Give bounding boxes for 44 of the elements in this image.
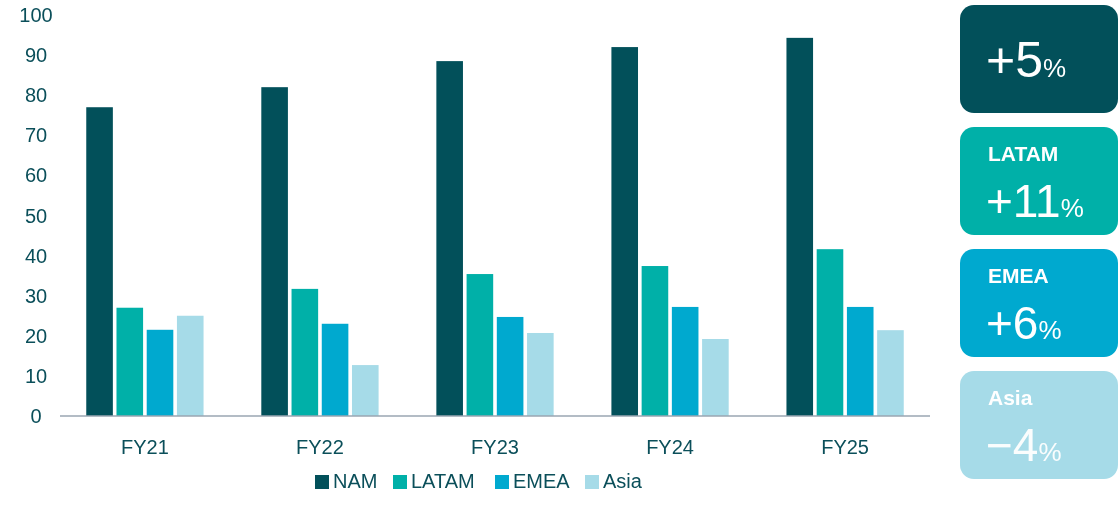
y-tick-label: 100 <box>19 4 53 26</box>
x-tick-label: FY24 <box>646 436 694 458</box>
bar <box>846 306 874 416</box>
bar <box>176 315 204 416</box>
bar <box>86 107 113 416</box>
bar <box>702 339 729 416</box>
legend-label: NAM <box>333 470 378 492</box>
bar <box>671 306 699 416</box>
x-tick-label: FY21 <box>120 436 169 458</box>
y-tick-label: 30 <box>24 284 48 307</box>
y-tick-label: 10 <box>24 364 48 387</box>
y-tick-label: 0 <box>30 405 42 427</box>
legend-label: LATAM <box>411 470 475 492</box>
bar <box>611 47 639 416</box>
y-tick-label: 90 <box>24 44 48 67</box>
bar <box>466 274 494 416</box>
text: Asia −4% <box>986 386 1062 471</box>
bar <box>321 323 349 416</box>
y-tick-label: 20 <box>24 324 48 347</box>
y-tick-label: 60 <box>24 164 48 187</box>
bar <box>261 87 288 416</box>
bar <box>527 332 554 416</box>
text: LATAM +11% <box>986 142 1084 227</box>
bar <box>436 61 463 416</box>
y-tick-label: 40 <box>24 244 48 267</box>
bar <box>351 365 379 416</box>
bar <box>641 266 669 416</box>
bar <box>116 307 144 416</box>
bar <box>496 316 524 416</box>
bar <box>291 288 319 416</box>
bar <box>146 329 174 416</box>
y-tick-label: 50 <box>24 204 48 227</box>
bar <box>816 249 844 416</box>
text: EMEA +6% <box>986 264 1062 349</box>
bar <box>877 330 904 416</box>
x-tick-label: FY25 <box>821 436 870 458</box>
legend-label: EMEA <box>513 470 571 492</box>
x-tick-label: FY23 <box>471 436 519 458</box>
text: +5% <box>986 32 1067 88</box>
y-tick-label: 80 <box>24 84 48 107</box>
y-tick-label: 70 <box>24 124 48 147</box>
x-tick-label: FY22 <box>296 436 344 458</box>
legend-label: Asia <box>603 470 643 492</box>
bar <box>786 37 814 416</box>
